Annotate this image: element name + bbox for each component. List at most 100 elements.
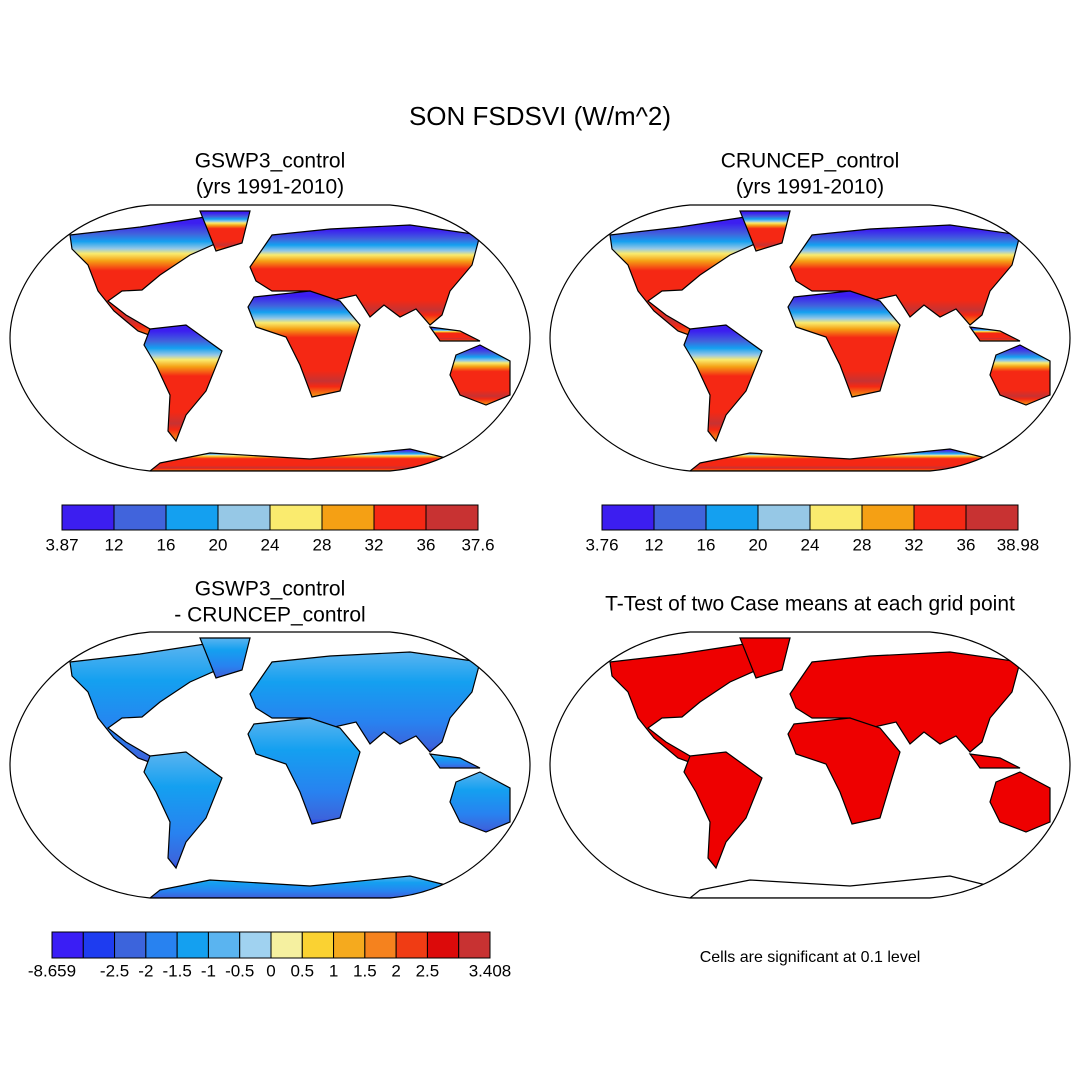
colorbar-box [373,504,427,531]
land [69,210,511,471]
colorbar-box [425,504,479,531]
colorbar-label: 1.5 [353,961,377,980]
colorbar-label: 38.98 [997,535,1040,554]
continent [968,753,1021,769]
colorbar-label: 2.5 [416,961,440,980]
colorbar-label: -1 [201,961,216,980]
colorbar-label: -0.5 [225,961,254,980]
figure-title: SON FSDSVI (W/m^2) [409,101,671,131]
colorbar-box [145,931,178,959]
colorbar-box [395,931,428,959]
continent [688,875,991,898]
colorbar-label: 32 [365,535,384,554]
colorbar-label: 28 [313,535,332,554]
map [549,204,1071,472]
colorbar-box [809,504,863,531]
colorbar-box [458,931,491,959]
continent [143,324,223,443]
colorbar-label: 32 [905,535,924,554]
colorbar-label: 3.408 [469,961,512,980]
colorbar-box [757,504,811,531]
continent [247,717,361,825]
colorbar-box [861,504,915,531]
map-frame [9,631,531,899]
continent [989,344,1051,406]
continent [739,210,791,252]
continent [989,771,1051,833]
colorbar-label: -2 [138,961,153,980]
panel-title: - CRUNCEP_control [174,604,365,627]
colorbar-label: 20 [749,535,768,554]
colorbar-box [913,504,967,531]
continent [143,751,223,870]
map [9,631,531,899]
continent [739,637,791,679]
colorbar-box [270,931,303,959]
colorbar-label: 36 [417,535,436,554]
continent [787,290,901,398]
continent [428,753,481,769]
colorbar-label: -2.5 [100,961,129,980]
colorbar-box [705,504,759,531]
colorbar-label: 1 [329,961,338,980]
colorbar-label: 16 [157,535,176,554]
colorbar-box [114,931,147,959]
colorbar-label: -8.659 [28,961,76,980]
continent [148,875,451,898]
colorbar-box [269,504,323,531]
colorbar-box [165,504,219,531]
colorbar-box [207,931,241,959]
panel-title: (yrs 1991-2010) [736,176,884,199]
colorbar-label: 12 [105,535,124,554]
colorbar-box [82,931,116,959]
map-frame [549,204,1071,472]
colorbar-label: 37.6 [461,535,494,554]
colorbar-box [426,931,460,959]
colorbar-label: 36 [957,535,976,554]
colorbar-label: -1.5 [162,961,191,980]
continent [428,326,481,342]
colorbar-box [51,931,84,959]
map [549,631,1071,899]
panel-title: GSWP3_control [195,578,346,601]
map-frame [9,204,531,472]
colorbar-label: 0.5 [290,961,314,980]
continent [787,717,901,825]
colorbar-box [965,504,1019,531]
colorbar-box [321,504,375,531]
colorbar-label: 24 [261,535,280,554]
continent [683,751,763,870]
colorbar-box [601,504,655,531]
map [9,204,531,472]
continent [688,448,991,471]
colorbar-box [113,504,167,531]
continent [683,324,763,443]
continent [199,637,251,679]
colorbar-label: 3.87 [45,535,78,554]
continent [449,771,511,833]
colorbar-label: 12 [645,535,664,554]
colorbar-label: 0 [266,961,275,980]
colorbar-box [61,504,115,531]
colorbar-label: 2 [391,961,400,980]
colorbar-box [301,931,335,959]
colorbar-box [217,504,271,531]
panel-title: (yrs 1991-2010) [196,176,344,199]
colorbar-box [176,931,209,959]
panel-title: GSWP3_control [195,150,346,173]
continent [449,344,511,406]
colorbar-box [653,504,707,531]
land [69,637,511,898]
colorbar-box [364,931,397,959]
colorbar-label: 16 [697,535,716,554]
colorbar-label: 28 [853,535,872,554]
panel-title: CRUNCEP_control [721,150,900,173]
panel-title: T-Test of two Case means at each grid po… [605,593,1015,616]
continent [968,326,1021,342]
colorbar-box [239,931,272,959]
colorbar-label: 3.76 [585,535,618,554]
continent [247,290,361,398]
continent [148,448,451,471]
colorbar-box [333,931,366,959]
